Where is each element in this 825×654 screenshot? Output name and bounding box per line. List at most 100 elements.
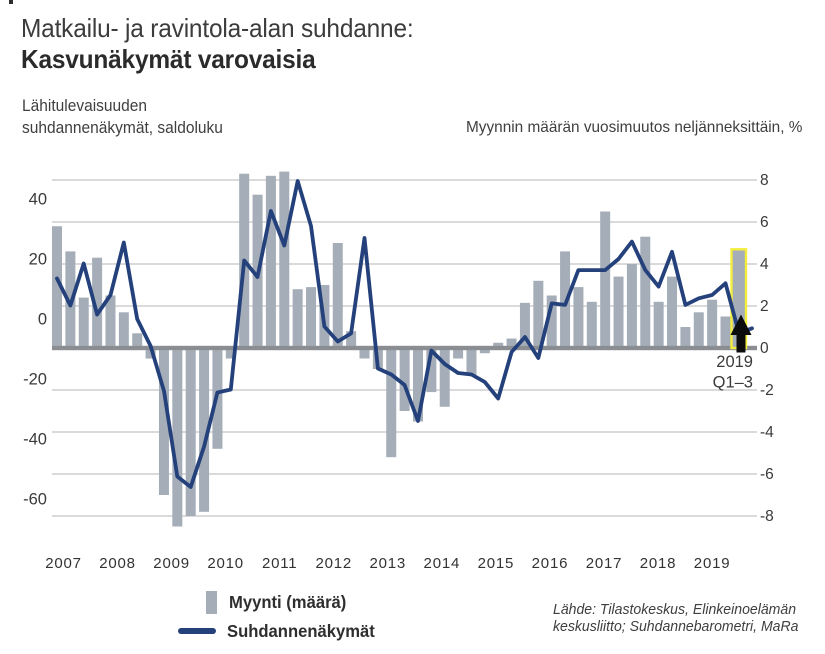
source-line-2: keskusliitto; Suhdannebarometri, MaRa [553, 619, 799, 635]
bar [613, 276, 624, 348]
bar [279, 171, 290, 348]
title-line-1: Matkailu- ja ravintola-alan suhdanne: [21, 13, 414, 43]
svg-text:-40: -40 [23, 431, 47, 449]
left-axis-note-line1: Lähitulevaisuuden [22, 97, 148, 115]
svg-text:20: 20 [29, 251, 47, 269]
svg-text:Q1–3: Q1–3 [713, 374, 753, 392]
bar [359, 348, 370, 359]
svg-text:2019: 2019 [694, 555, 731, 572]
svg-text:8: 8 [760, 172, 769, 189]
svg-text:2007: 2007 [45, 555, 82, 572]
svg-text:2017: 2017 [586, 555, 623, 572]
source-line-1: Lähde: Tilastokeskus, Elinkeinoelämän [553, 602, 797, 618]
svg-text:-60: -60 [23, 491, 47, 509]
bar [399, 348, 410, 411]
bar [453, 348, 464, 359]
left-axis-note: Lähitulevaisuuden suhdannenäkymät, saldo… [22, 96, 223, 139]
bar-swatch [206, 591, 217, 614]
svg-text:2013: 2013 [370, 555, 407, 572]
svg-text:2014: 2014 [424, 555, 461, 572]
bar [306, 287, 317, 348]
bar [693, 312, 704, 348]
svg-text:2015: 2015 [478, 555, 515, 572]
bar [92, 257, 103, 348]
svg-text:-8: -8 [760, 508, 774, 525]
bar [600, 211, 611, 348]
legend-bar-label: Myynti (määrä) [229, 592, 347, 612]
outlook-line [55, 179, 754, 489]
bar [479, 348, 490, 354]
svg-text:-2: -2 [760, 382, 774, 399]
bar [52, 226, 62, 348]
svg-text:-6: -6 [760, 466, 774, 483]
bar [105, 295, 116, 348]
svg-text:2010: 2010 [207, 555, 244, 572]
bar [640, 236, 651, 348]
bar [292, 289, 303, 348]
right-axis-ticks: 8 6 4 2 0 -2 -4 -6 -8 [760, 172, 774, 525]
svg-text:6: 6 [760, 214, 769, 231]
legend: Myynti (määrä) Suhdannenäkymät [178, 591, 383, 644]
bar [172, 348, 183, 527]
bar [412, 348, 423, 422]
svg-text:0: 0 [38, 311, 47, 329]
svg-text:2019: 2019 [716, 353, 753, 371]
bar [158, 348, 169, 495]
left-axis-note-line2: suhdannenäkymät, saldoluku [22, 118, 223, 137]
page-title: Matkailu- ja ravintola-alan suhdanne: Ka… [21, 13, 414, 74]
bar [199, 348, 210, 512]
corner-mark [9, 0, 13, 4]
bar [265, 175, 276, 348]
bar [332, 243, 343, 348]
bar [439, 348, 450, 407]
source-note: Lähde: Tilastokeskus, Elinkeinoelämän ke… [553, 602, 798, 636]
left-axis-ticks: 40 20 0 -20 -40 -60 [23, 191, 47, 509]
bar [667, 276, 678, 348]
legend-item-outlook: Suhdannenäkymät [178, 618, 383, 644]
bar [506, 338, 517, 348]
bar [707, 299, 718, 348]
bar [386, 348, 397, 458]
svg-text:-4: -4 [760, 424, 774, 441]
bar [533, 280, 544, 348]
svg-text:2011: 2011 [262, 555, 297, 572]
bar [680, 327, 691, 348]
svg-text:-20: -20 [23, 371, 47, 389]
legend-line-label: Suhdannenäkymät [227, 620, 375, 641]
bar [185, 348, 196, 516]
right-axis-note: Myynnin määrän vuosimuutos neljänneksitt… [465, 119, 802, 136]
zero-baseline [52, 345, 757, 351]
bar [145, 348, 156, 359]
title-line-2: Kasvunäkymät varovaisia [21, 44, 316, 74]
svg-text:4: 4 [760, 256, 769, 273]
svg-text:0: 0 [760, 340, 769, 357]
svg-text:40: 40 [29, 191, 47, 209]
svg-text:2018: 2018 [640, 555, 677, 572]
bar [426, 348, 437, 393]
latest-value-arrow-icon [730, 314, 752, 353]
latest-annotation: 2019 Q1–3 [713, 353, 753, 392]
bar [132, 333, 143, 348]
bar [466, 348, 477, 376]
bar [626, 264, 637, 348]
bar [118, 312, 129, 348]
legend-item-sales: Myynti (määrä) [178, 591, 383, 614]
line-swatch [178, 628, 216, 634]
svg-text:2008: 2008 [99, 555, 136, 572]
svg-text:2016: 2016 [532, 555, 569, 572]
bar [225, 348, 236, 359]
svg-text:2012: 2012 [315, 555, 352, 572]
bar [346, 331, 357, 348]
bar [493, 342, 504, 348]
bar [653, 301, 664, 348]
bar [519, 302, 530, 348]
bar [586, 301, 597, 348]
bar [720, 316, 731, 348]
bar [546, 295, 557, 348]
bar [78, 297, 89, 348]
x-axis-year-labels: 2007 2008 2009 2010 2011 2012 2013 2014 2015 2016… [45, 555, 731, 572]
bar [573, 287, 584, 348]
svg-text:2009: 2009 [153, 555, 190, 572]
